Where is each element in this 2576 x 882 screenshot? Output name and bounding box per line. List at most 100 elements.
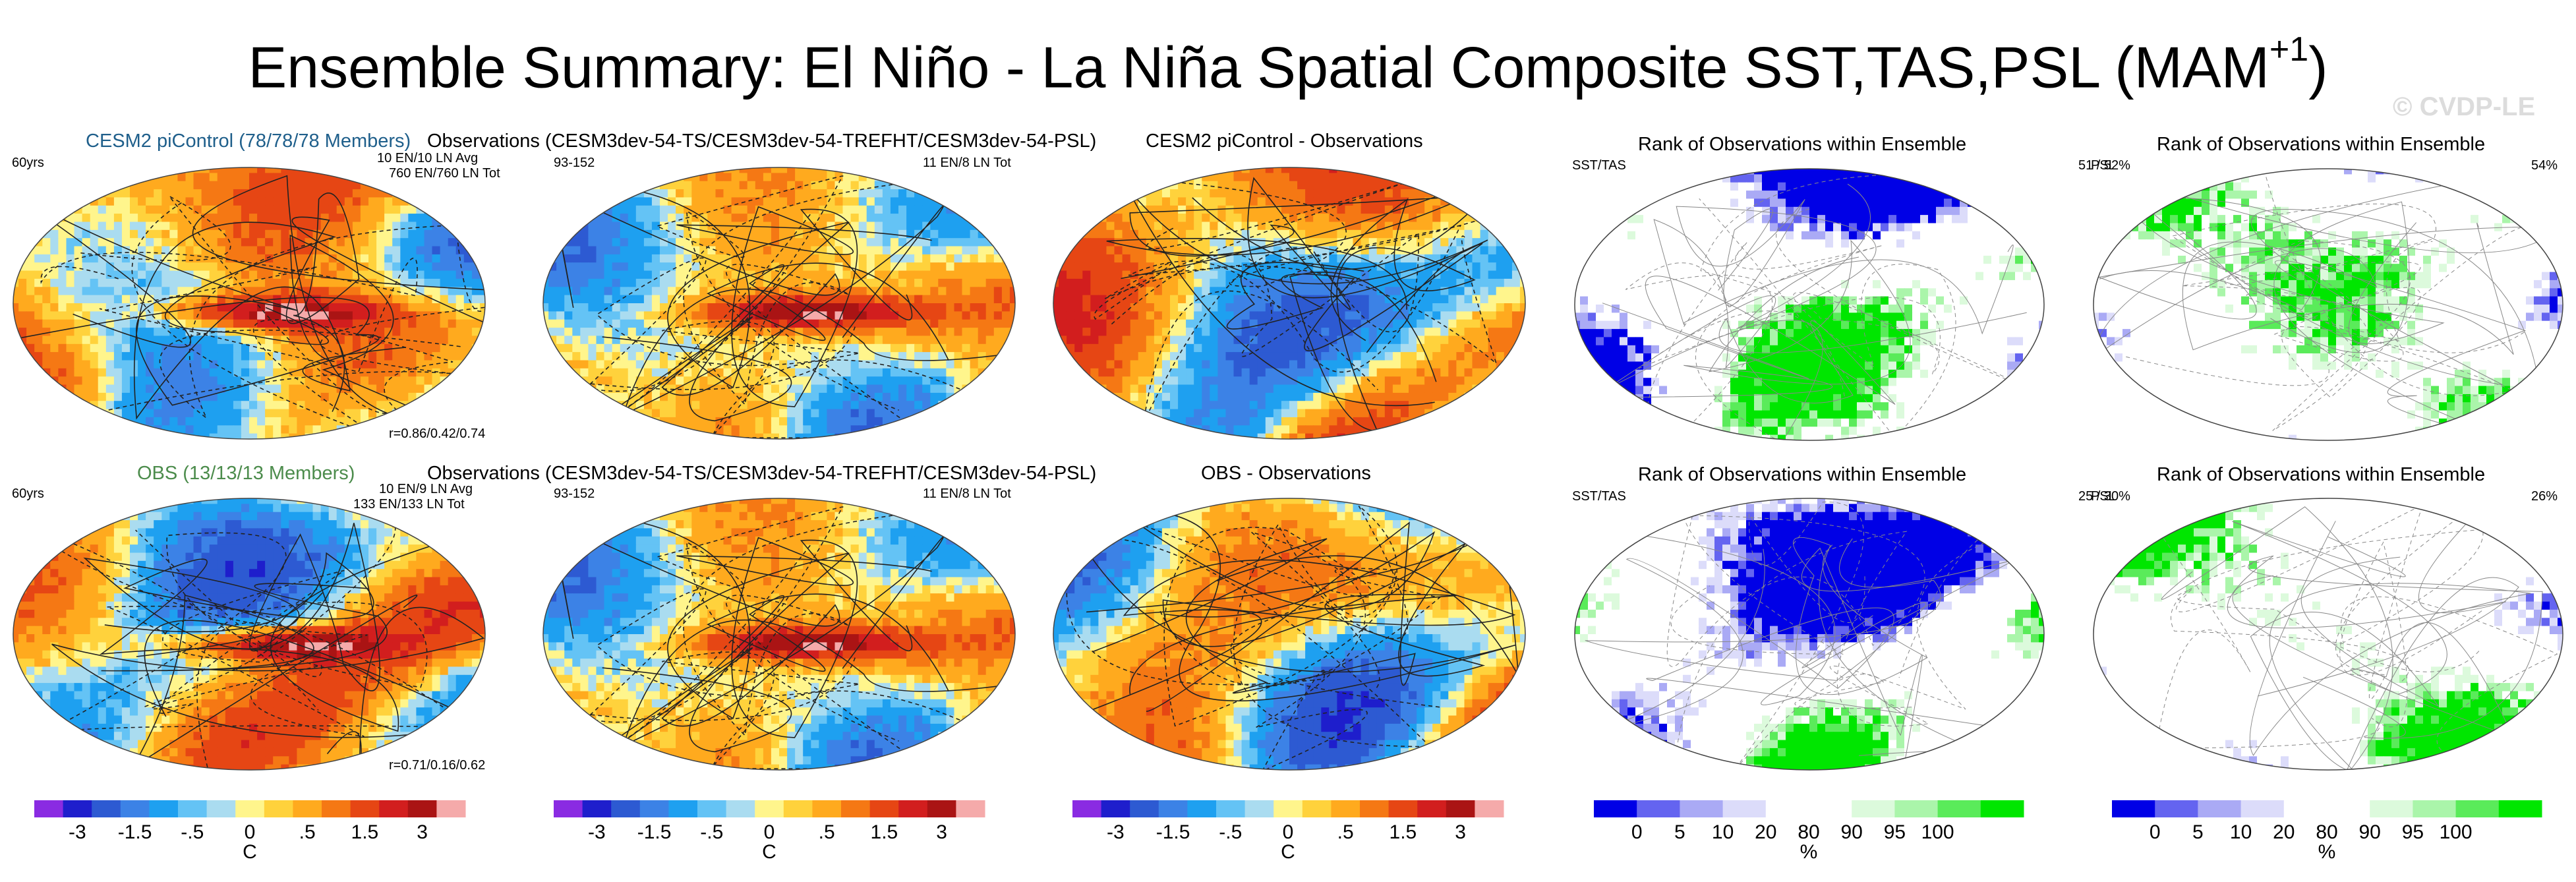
- map-cell: [763, 433, 772, 439]
- map-cell: [898, 205, 907, 214]
- map-cell: [1225, 254, 1235, 263]
- map-cell: [564, 229, 573, 239]
- map-cell: [612, 433, 621, 439]
- map-cell: [993, 319, 1003, 328]
- panel-left-label-r2-2: 93-152: [554, 486, 595, 502]
- map-cell: [1321, 221, 1330, 231]
- map-cell: [556, 311, 565, 320]
- map-cell: [715, 328, 724, 337]
- map-cell: [1400, 270, 1409, 279]
- map-cell: [827, 246, 836, 255]
- map-cell: [1053, 181, 1059, 190]
- map-cell: [249, 384, 258, 394]
- map-cell: [596, 425, 605, 434]
- map-cell: [82, 352, 91, 361]
- map-cell: [691, 270, 700, 279]
- map-cell: [898, 197, 907, 206]
- map-canvas: [1053, 167, 1526, 440]
- map-cell: [850, 343, 860, 353]
- map-cell: [384, 417, 393, 426]
- map-cell: [985, 392, 995, 401]
- map-cell: [548, 336, 557, 345]
- map-cell: [628, 246, 637, 255]
- map-cell: [336, 328, 345, 337]
- map-cell: [771, 376, 780, 386]
- map-cell: [432, 229, 441, 239]
- map-cell: [1353, 189, 1362, 198]
- map-cell: [827, 368, 836, 377]
- map-cell: [707, 376, 717, 386]
- map-cell: [564, 352, 573, 361]
- map-cell: [676, 328, 684, 337]
- map-cell: [50, 319, 59, 328]
- map-cell: [368, 319, 377, 328]
- map-cell: [572, 409, 581, 418]
- map-cell: [82, 287, 91, 296]
- map-cell: [289, 167, 297, 173]
- map-cell: [241, 197, 250, 206]
- map-cell: [723, 303, 732, 312]
- map-cell: [455, 262, 465, 272]
- map-cell: [1424, 221, 1433, 231]
- map-cell: [922, 392, 931, 401]
- map-cell: [715, 368, 724, 377]
- map-cell: [548, 433, 557, 439]
- map-cell: [177, 246, 187, 255]
- map-cell: [874, 254, 883, 263]
- map-cell: [26, 287, 35, 296]
- map-cell: [1273, 167, 1282, 173]
- map-cell: [795, 425, 804, 434]
- map-cell: [320, 433, 330, 439]
- map-cell: [930, 262, 939, 272]
- map-cell: [1130, 189, 1139, 198]
- map-cell: [13, 303, 19, 312]
- map-cell: [668, 352, 676, 361]
- map-cell: [1257, 173, 1266, 182]
- map-cell: [635, 173, 645, 182]
- map-cell: [463, 343, 473, 353]
- map-cell: [50, 368, 59, 377]
- map-cell: [368, 167, 377, 173]
- map-cell: [691, 295, 700, 304]
- map-cell: [448, 167, 457, 173]
- map-cell: [233, 214, 242, 223]
- map-cell: [635, 278, 645, 287]
- map-cell: [543, 336, 549, 345]
- map-cell: [985, 270, 995, 279]
- map-cell: [233, 433, 242, 439]
- map-cell: [882, 214, 891, 223]
- map-cell: [13, 311, 19, 320]
- map-cell: [850, 360, 860, 369]
- map-cell: [612, 328, 621, 337]
- map-cell: [938, 214, 947, 223]
- map-cell: [723, 238, 732, 247]
- map-cell: [352, 384, 361, 394]
- map-cell: [289, 173, 297, 182]
- map-cell: [432, 173, 441, 182]
- map-cell: [130, 214, 138, 223]
- map-cell: [970, 360, 979, 369]
- map-cell: [684, 238, 692, 247]
- map-cell: [707, 214, 717, 223]
- map-cell: [26, 336, 35, 345]
- map-cell: [121, 343, 131, 353]
- map-cell: [13, 417, 19, 426]
- map-cell: [1106, 173, 1115, 182]
- map-cell: [1337, 173, 1346, 182]
- map-cell: [596, 328, 605, 337]
- map-cell: [161, 229, 170, 239]
- map-cell: [217, 343, 226, 353]
- map-cell: [209, 181, 218, 190]
- map-cell: [82, 384, 91, 394]
- map-cell: [336, 270, 345, 279]
- map-cell: [548, 343, 557, 353]
- map-cell: [432, 328, 441, 337]
- map-cell: [850, 303, 860, 312]
- map-cell: [779, 221, 788, 231]
- map-cell: [739, 205, 748, 214]
- map-cell: [257, 197, 266, 206]
- map-cell: [1001, 197, 1010, 206]
- map-cell: [779, 417, 788, 426]
- map-cell: [834, 295, 844, 304]
- map-cell: [556, 221, 565, 231]
